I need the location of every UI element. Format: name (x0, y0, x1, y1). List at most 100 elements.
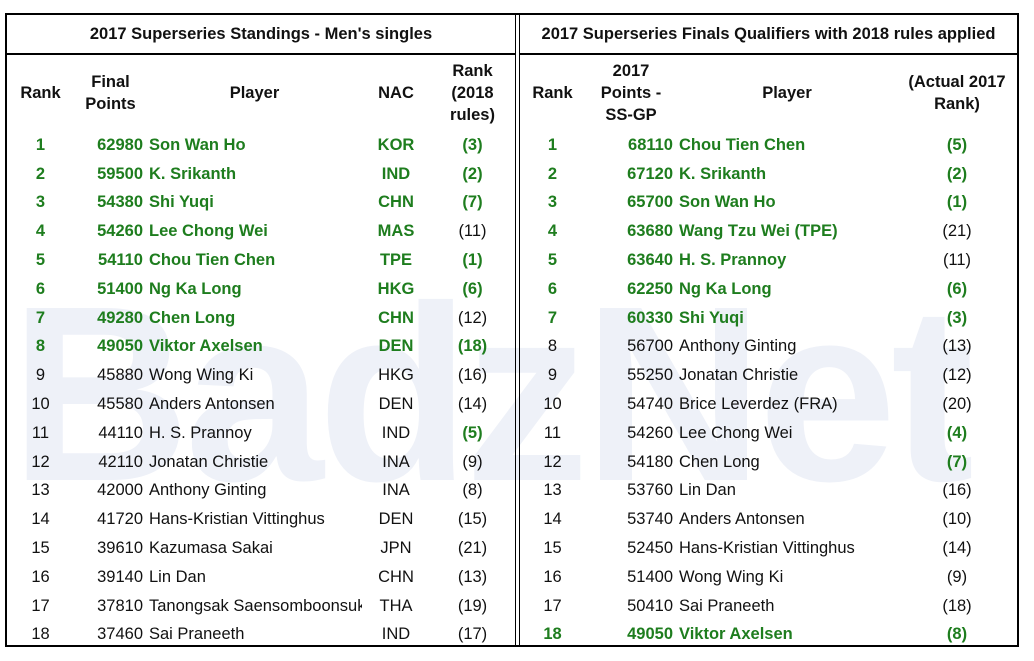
table-row: 13 42000 Anthony Ginting INA (8) (7, 477, 515, 506)
watermark-logo: BadzNet (10, 254, 974, 533)
cell-rank: 4 (35, 222, 46, 241)
cell-points: 39610 (97, 539, 143, 558)
cell-player: Son Wan Ho (149, 135, 246, 154)
cell-rank: 8 (547, 337, 558, 356)
cell-actual: (20) (942, 395, 972, 414)
cell-player: Son Wan Ho (679, 193, 776, 212)
cell-rank2018: (8) (462, 481, 483, 500)
cell-actual: (9) (946, 567, 968, 586)
cell-nac: HKG (377, 279, 415, 298)
cell-nac: DEN (378, 395, 414, 414)
cell-nac: INA (382, 481, 410, 500)
table-row: 18 49050 Viktor Axelsen (8) (520, 621, 1017, 650)
cell-points: 49280 (97, 308, 143, 327)
cell-actual: (21) (942, 222, 972, 241)
cell-points: 54740 (627, 395, 673, 414)
left-table-title: 2017 Superseries Standings - Men's singl… (7, 15, 515, 55)
table-row: 12 54180 Chen Long (7) (520, 448, 1017, 477)
table-row: 2 59500 K. Srikanth IND (2) (7, 160, 515, 189)
cell-points: 42000 (97, 481, 143, 500)
cell-player: Brice Leverdez (FRA) (679, 395, 838, 414)
cell-rank: 14 (31, 510, 50, 529)
cell-points: 59500 (97, 164, 143, 183)
cell-points: 53760 (627, 481, 673, 500)
cell-actual: (8) (946, 625, 968, 644)
cell-points: 51400 (97, 279, 143, 298)
cell-rank: 16 (543, 567, 562, 586)
table-row: 1 68110 Chou Tien Chen (5) (520, 131, 1017, 160)
right-table-title: 2017 Superseries Finals Qualifiers with … (520, 15, 1017, 55)
cell-points: 37460 (97, 625, 143, 644)
cell-rank: 13 (31, 481, 50, 500)
cell-player: K. Srikanth (149, 164, 237, 183)
cell-points: 65700 (627, 193, 673, 212)
table-row: 10 54740 Brice Leverdez (FRA) (20) (520, 390, 1017, 419)
table-row: 6 62250 Ng Ka Long (6) (520, 275, 1017, 304)
table-row: 5 54110 Chou Tien Chen TPE (1) (7, 246, 515, 275)
cell-nac: CHN (378, 193, 414, 212)
cell-rank: 10 (31, 395, 50, 414)
cell-rank: 3 (35, 193, 46, 212)
cell-rank: 3 (547, 193, 558, 212)
table-row: 6 51400 Ng Ka Long HKG (6) (7, 275, 515, 304)
cell-rank: 9 (547, 366, 558, 385)
table-row: 11 44110 H. S. Prannoy IND (5) (7, 419, 515, 448)
table-row: 14 53740 Anders Antonsen (10) (520, 505, 1017, 534)
cell-nac: HKG (378, 366, 414, 385)
table-row: 9 55250 Jonatan Christie (12) (520, 361, 1017, 390)
cell-points: 52450 (627, 539, 673, 558)
table-row: 1 62980 Son Wan Ho KOR (3) (7, 131, 515, 160)
cell-rank: 17 (543, 596, 562, 615)
cell-rank: 6 (547, 279, 558, 298)
cell-player: Tanongsak Saensomboonsuk (149, 596, 362, 615)
table-row: 15 39610 Kazumasa Sakai JPN (21) (7, 534, 515, 563)
header-player: Player (762, 84, 812, 102)
cell-player: Jonatan Christie (679, 366, 799, 385)
cell-nac: THA (379, 596, 413, 615)
cell-player: Shi Yuqi (149, 193, 214, 212)
cell-player: Wang Tzu Wei (TPE) (679, 222, 838, 241)
table-row: 5 63640 H. S. Prannoy (11) (520, 246, 1017, 275)
cell-nac: DEN (378, 337, 414, 356)
cell-actual: (12) (942, 366, 972, 385)
cell-points: 54260 (97, 222, 143, 241)
cell-player: Chou Tien Chen (679, 135, 806, 154)
cell-nac: CHN (378, 567, 414, 586)
cell-rank: 2 (547, 164, 558, 183)
cell-rank: 18 (543, 625, 562, 644)
cell-rank: 5 (547, 251, 558, 270)
cell-player: Hans-Kristian Vittinghus (679, 539, 855, 558)
cell-points: 54260 (627, 423, 673, 442)
cell-rank2018: (11) (458, 222, 487, 241)
cell-rank: 9 (35, 366, 46, 385)
cell-rank: 1 (35, 135, 46, 154)
header-points: 2017 Points - SS-GP (600, 62, 662, 124)
cell-player: Lin Dan (679, 481, 736, 500)
cell-points: 62250 (627, 279, 673, 298)
cell-points: 67120 (627, 164, 673, 183)
cell-nac: DEN (378, 510, 414, 529)
cell-points: 45880 (97, 366, 143, 385)
cell-nac: IND (381, 625, 411, 644)
cell-player: Viktor Axelsen (149, 337, 263, 356)
table-row: 14 41720 Hans-Kristian Vittinghus DEN (15) (7, 505, 515, 534)
cell-rank: 7 (547, 308, 558, 327)
cell-rank2018: (1) (462, 251, 483, 270)
cell-player: Ng Ka Long (679, 279, 772, 298)
cell-points: 44110 (98, 423, 143, 442)
header-row: Rank Final Points Player NAC Rank (2018 … (7, 55, 515, 131)
cell-player: Viktor Axelsen (679, 625, 793, 644)
cell-player: Hans-Kristian Vittinghus (149, 510, 325, 529)
cell-points: 54180 (627, 452, 673, 471)
standings-table: Rank Final Points Player NAC Rank (2018 … (7, 55, 515, 649)
cell-player: H. S. Prannoy (679, 251, 787, 270)
table-row: 16 39140 Lin Dan CHN (13) (7, 563, 515, 592)
cell-points: 68110 (628, 135, 673, 154)
cell-rank: 14 (543, 510, 562, 529)
cell-nac: MAS (377, 222, 415, 241)
cell-points: 63680 (627, 222, 673, 241)
cell-nac: IND (381, 164, 411, 183)
table-row: 11 54260 Lee Chong Wei (4) (520, 419, 1017, 448)
table-row: 4 63680 Wang Tzu Wei (TPE) (21) (520, 217, 1017, 246)
cell-player: Anthony Ginting (149, 481, 267, 500)
